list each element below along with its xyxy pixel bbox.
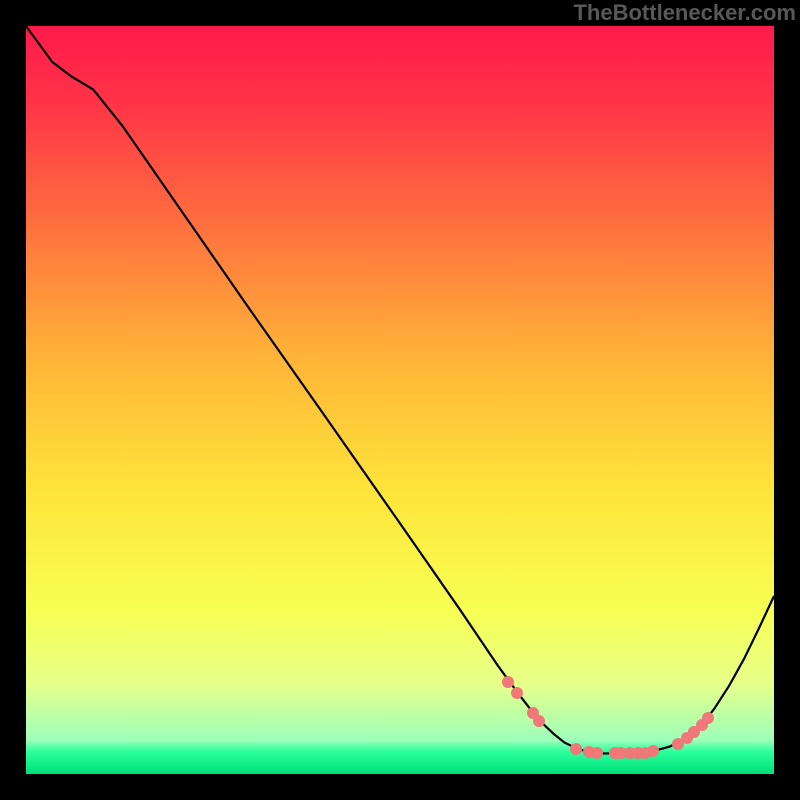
marker-dot [591,747,603,759]
marker-dot [533,715,545,727]
marker-dot [647,745,659,757]
curve-layer [26,26,774,774]
marker-dot [570,743,582,755]
attribution-text: TheBottlenecker.com [573,0,796,26]
plot-area [26,26,774,774]
chart-container: TheBottlenecker.com [0,0,800,800]
marker-dot [702,712,714,724]
marker-dot [502,676,514,688]
curve-path [26,26,774,753]
marker-dot [511,687,523,699]
